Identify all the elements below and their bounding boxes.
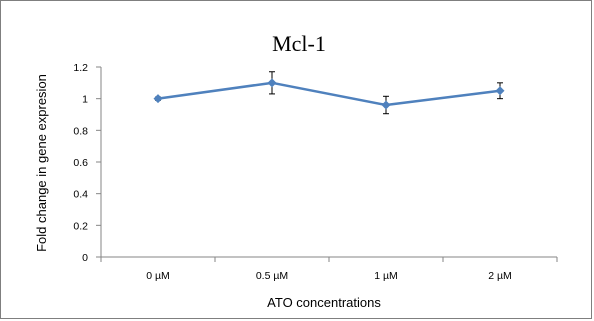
x-tick-label: 0 µM	[146, 270, 170, 282]
y-tick-label: 1	[82, 94, 88, 106]
data-point	[267, 78, 277, 88]
y-tick-labels: 0 0.2 0.4 0.6 0.8 1 1.2	[73, 62, 88, 264]
y-tick-label: 0	[82, 252, 88, 264]
y-tick-label: 0.6	[73, 157, 88, 169]
data-point	[495, 86, 505, 96]
axes	[96, 66, 558, 262]
x-tick-label: 0.5 µM	[256, 270, 288, 282]
x-tick-labels: 0 µM 0.5 µM 1 µM 2 µM	[146, 270, 512, 282]
data-point	[153, 94, 163, 104]
data-point	[381, 100, 391, 110]
x-axis-title: ATO concentrations	[267, 295, 381, 310]
y-tick-label: 1.2	[73, 62, 88, 74]
series-line	[157, 81, 501, 107]
y-tick-label: 0.2	[73, 220, 88, 232]
x-tick-label: 1 µM	[374, 270, 398, 282]
x-tick-label: 2 µM	[488, 270, 512, 282]
chart-title: Mcl-1	[272, 31, 326, 56]
y-axis-title: Fold change in gene expresion	[34, 74, 49, 252]
series-group	[153, 71, 505, 115]
y-tick-label: 0.4	[73, 189, 88, 201]
y-tick-label: 0.8	[73, 125, 88, 137]
